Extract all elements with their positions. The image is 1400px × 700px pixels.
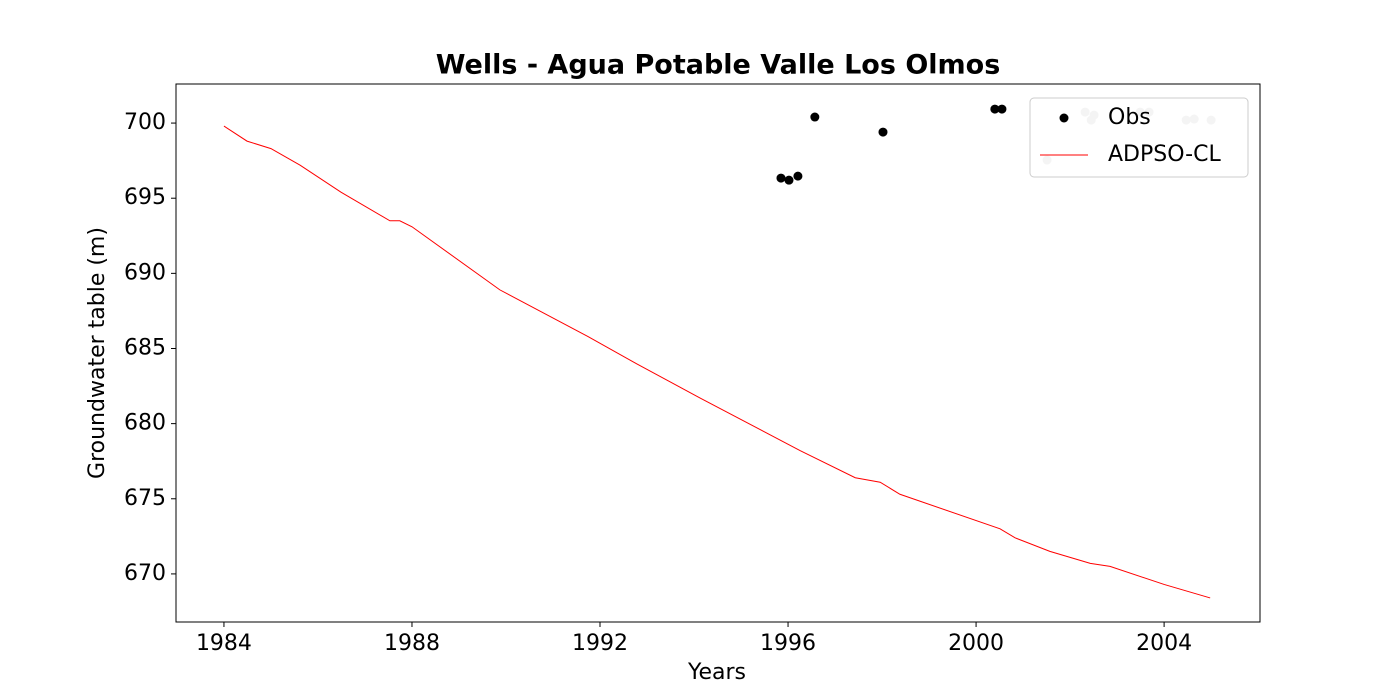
data-point bbox=[776, 173, 786, 183]
y-tick-label: 670 bbox=[124, 561, 166, 586]
x-tick-label: 1996 bbox=[760, 631, 816, 656]
y-tick-label: 680 bbox=[124, 411, 166, 436]
data-line bbox=[223, 125, 1211, 599]
data-point bbox=[793, 171, 803, 181]
data-point bbox=[810, 112, 820, 122]
data-point bbox=[878, 127, 888, 137]
x-tick-label: 1984 bbox=[196, 631, 252, 656]
legend-box bbox=[1029, 97, 1249, 178]
x-tick-label: 1988 bbox=[384, 631, 440, 656]
plot-frame bbox=[175, 83, 1261, 623]
data-point bbox=[990, 104, 1000, 114]
legend-marker bbox=[1059, 113, 1069, 123]
y-tick-label: 675 bbox=[124, 486, 166, 511]
y-tick-label: 690 bbox=[124, 260, 166, 285]
legend-label: Obs bbox=[1108, 105, 1151, 130]
y-tick-label: 695 bbox=[124, 185, 166, 210]
chart-title: Wells - Agua Potable Valle Los Olmos bbox=[436, 50, 1001, 81]
data-point bbox=[997, 104, 1007, 114]
x-tick-label: 2000 bbox=[948, 631, 1004, 656]
data-point bbox=[784, 175, 794, 185]
x-axis-label: Years bbox=[687, 660, 746, 685]
x-tick-label: 2004 bbox=[1136, 631, 1192, 656]
legend-label: ADPSO-CL bbox=[1108, 142, 1221, 167]
y-axis-label: Groundwater table (m) bbox=[85, 227, 110, 479]
y-tick-label: 700 bbox=[124, 110, 166, 135]
x-tick-label: 1992 bbox=[572, 631, 628, 656]
y-tick-label: 685 bbox=[124, 335, 166, 360]
